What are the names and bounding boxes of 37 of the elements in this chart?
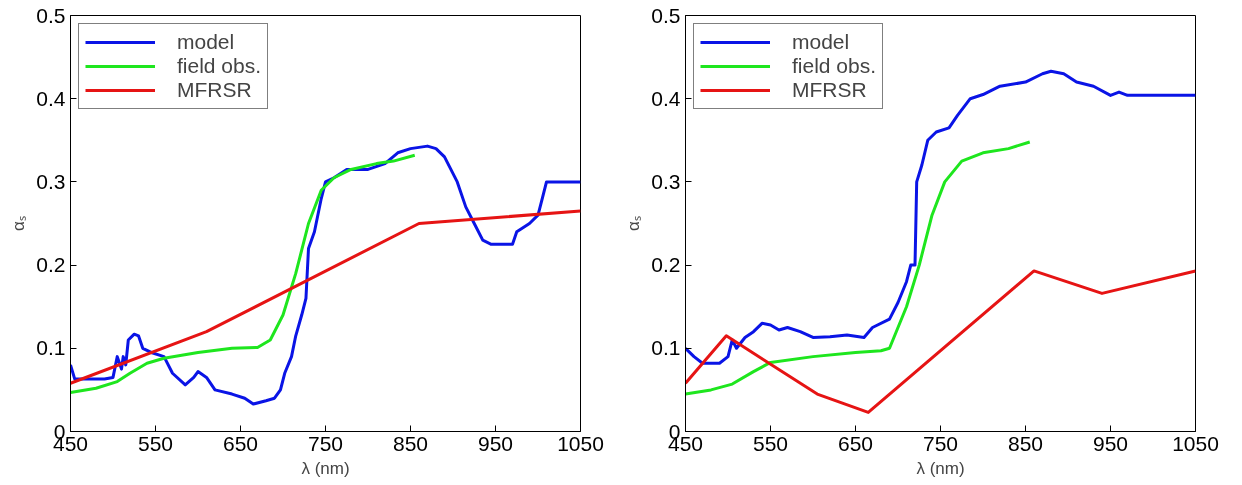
- x-tick-label: 850: [1007, 431, 1044, 455]
- legend-label: field obs.: [177, 54, 262, 78]
- y-axis-title: αₛ: [9, 216, 29, 231]
- x-tick-label: 950: [1092, 431, 1129, 455]
- x-tick-label: 650: [222, 431, 259, 455]
- y-tick-label: 0.1: [651, 336, 681, 360]
- y-tick-label: 0.3: [651, 169, 681, 193]
- x-axis-title: λ (nm): [916, 458, 965, 478]
- y-tick-label: 0.4: [651, 86, 681, 110]
- x-tick-label: 1050: [1172, 431, 1219, 455]
- legend-label: MFRSR: [177, 78, 252, 102]
- legend-label: MFRSR: [792, 78, 867, 102]
- x-tick-label: 950: [477, 431, 514, 455]
- y-tick-label: 0.2: [36, 253, 66, 277]
- x-tick-label: 750: [307, 431, 344, 455]
- x-axis-title: λ (nm): [301, 458, 350, 478]
- legend-label: model: [792, 30, 850, 54]
- y-tick-label: 0.3: [36, 169, 66, 193]
- line-series: [685, 269, 1196, 414]
- x-tick-label: 850: [392, 431, 429, 455]
- line-series: [70, 209, 581, 385]
- y-tick-label: 0.4: [36, 86, 66, 110]
- x-tick-label: 1050: [557, 431, 604, 455]
- line-series: [70, 153, 417, 394]
- x-tick-label: 550: [752, 431, 789, 455]
- y-tick-label: 0.5: [651, 3, 681, 27]
- legend-label: model: [177, 30, 235, 54]
- x-tick-label: 650: [837, 431, 874, 455]
- y-axis-title: αₛ: [624, 216, 644, 231]
- y-tick-label: 0.5: [36, 3, 66, 27]
- x-tick-label: 550: [137, 431, 174, 455]
- legend-label: field obs.: [792, 54, 877, 78]
- line-series: [70, 144, 581, 406]
- y-tick-label: 0.2: [651, 253, 681, 277]
- y-tick-label: 0.1: [36, 336, 66, 360]
- line-series: [685, 140, 1032, 396]
- x-tick-label: 750: [922, 431, 959, 455]
